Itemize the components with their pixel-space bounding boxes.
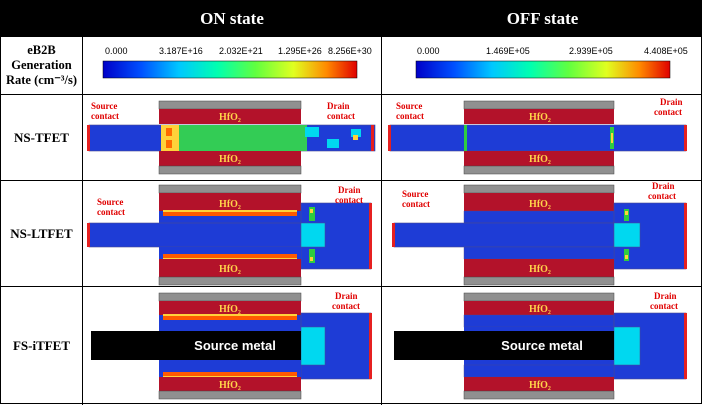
drain-contact-line1: Drain xyxy=(327,101,350,111)
row-label-ns-tfet: NS-TFET xyxy=(1,95,83,181)
row-label-ns-ltfet: NS-LTFET xyxy=(1,181,83,287)
drain-contact-line1: Drain xyxy=(338,185,361,195)
hfo2-label-top: HfO₂ xyxy=(219,112,241,123)
source-metal xyxy=(91,331,301,360)
hfo2-label-top: HfO₂ xyxy=(529,112,551,123)
drain-contact-line2: contact xyxy=(327,111,355,121)
channel xyxy=(393,222,615,248)
source-contact-line1: Source xyxy=(396,101,422,111)
legend-off-tick-0: 0.000 xyxy=(417,46,440,56)
hfo2-label-top: HfO₂ xyxy=(529,199,551,210)
source-metal-label: Source metal xyxy=(194,338,276,353)
oxide-top xyxy=(159,109,301,124)
hfo2-label-top: HfO₂ xyxy=(219,304,241,315)
row-label-fs-itfet: FS-iTFET xyxy=(1,287,83,405)
source-contact-line1: Source xyxy=(402,189,428,199)
drain-contact-line1: Drain xyxy=(660,97,683,107)
drain-contact-bar xyxy=(371,125,374,151)
legend-label-line1: eB2B xyxy=(27,43,56,57)
header-off-state: OFF state xyxy=(382,1,702,37)
hfo2-label-bottom: HfO₂ xyxy=(529,264,551,275)
legend-on: 0.000 3.187E+16 2.032E+21 1.295E+26 8.25… xyxy=(83,37,382,95)
source-contact-bar xyxy=(87,125,90,151)
fs-itfet-on: HfO₂ Source metal HfO₂ Drain contact xyxy=(83,287,382,405)
hfo2-label-bottom: HfO₂ xyxy=(219,264,241,275)
legend-off-colorbar xyxy=(415,60,671,79)
legend-on-colorbar xyxy=(102,60,358,79)
channel xyxy=(88,222,302,248)
ns-ltfet-off: HfO₂ HfO₂ Source contact Drain contact xyxy=(382,181,702,287)
legend-on-tick-2: 2.032E+21 xyxy=(219,46,263,56)
source-contact-line2: contact xyxy=(396,111,424,121)
drain-contact-line1: Drain xyxy=(654,291,677,301)
source-metal-label: Source metal xyxy=(501,338,583,353)
drain-contact-line2: contact xyxy=(648,191,676,201)
legend-off-tick-1: 1.469E+05 xyxy=(486,46,530,56)
source-contact-line1: Source xyxy=(91,101,117,111)
legend-on-tick-0: 0.000 xyxy=(105,46,128,56)
ns-ltfet-on: HfO₂ HfO₂ Source contact Drain contact xyxy=(83,181,382,287)
hfo2-label-top: HfO₂ xyxy=(219,199,241,210)
legend-label-line2: Generation xyxy=(11,58,72,72)
drain-contact-line1: Drain xyxy=(335,291,358,301)
hfo2-label-bottom: HfO₂ xyxy=(219,154,241,165)
hfo2-label-top: HfO₂ xyxy=(529,304,551,315)
header-corner xyxy=(1,1,83,37)
drain-contact-line1: Drain xyxy=(652,181,675,191)
legend-off-tick-3: 4.408E+05 xyxy=(644,46,688,56)
legend-off: 0.000 1.469E+05 2.939E+05 4.408E+05 xyxy=(382,37,702,95)
hfo2-label-bottom: HfO₂ xyxy=(219,380,241,391)
drain-contact-line2: contact xyxy=(654,107,682,117)
header-on-state: ON state xyxy=(83,1,382,37)
ns-tfet-off: HfO₂ HfO₂ Source contact Drain contact xyxy=(382,95,702,181)
legend-on-tick-3: 1.295E+26 xyxy=(278,46,322,56)
source-contact-line1: Source xyxy=(97,197,123,207)
drain-contact-line2: contact xyxy=(335,195,363,205)
legend-off-tick-2: 2.939E+05 xyxy=(569,46,613,56)
source-metal xyxy=(394,331,614,360)
drain-contact-line2: contact xyxy=(650,301,678,311)
legend-on-tick-1: 3.187E+16 xyxy=(159,46,203,56)
fs-itfet-off: HfO₂ Source metal HfO₂ Drain contact xyxy=(382,287,702,405)
ns-tfet-on: HfO₂ HfO₂ Source contact Drain contact xyxy=(83,95,382,181)
generation-peak xyxy=(161,125,179,151)
legend-on-tick-4: 8.256E+30 xyxy=(328,46,372,56)
hfo2-label-bottom: HfO₂ xyxy=(529,380,551,391)
source-contact-line2: contact xyxy=(91,111,119,121)
legend-label-line3: Rate (cm⁻³/s) xyxy=(5,73,78,87)
source-contact-line2: contact xyxy=(402,199,430,209)
drain-contact-line2: contact xyxy=(332,301,360,311)
channel xyxy=(389,124,687,152)
source-contact-line2: contact xyxy=(97,207,125,217)
generation-region xyxy=(161,125,301,151)
hfo2-label-bottom: HfO₂ xyxy=(529,154,551,165)
gate-top xyxy=(158,100,302,110)
legend-label: eB2B Generation Rate (cm⁻³/s) xyxy=(1,37,83,95)
oxide-bottom xyxy=(159,151,301,166)
